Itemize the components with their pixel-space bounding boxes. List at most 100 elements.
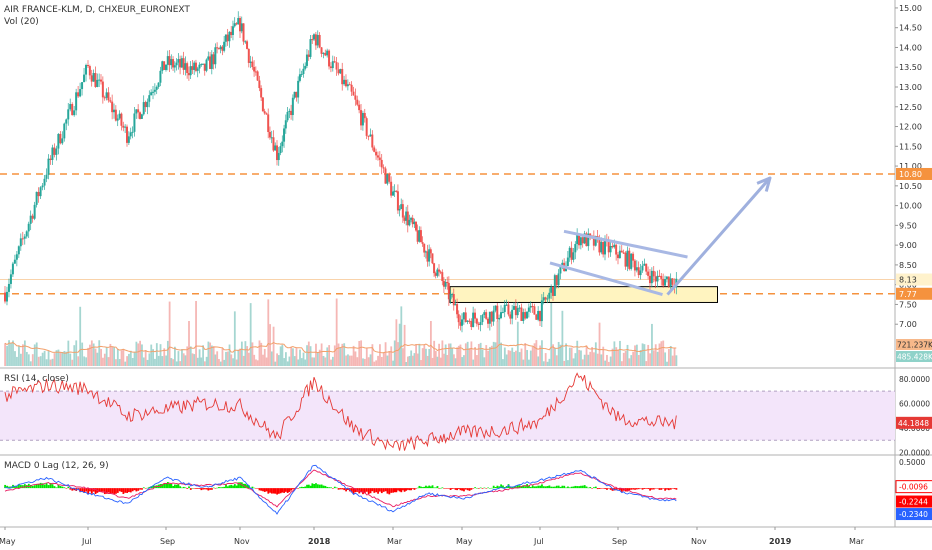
macd-histogram-bar <box>124 488 127 493</box>
candle <box>552 286 554 296</box>
macd-histogram-bar <box>223 486 226 489</box>
macd-histogram-bar <box>554 486 556 489</box>
macd-histogram-bar <box>637 488 640 490</box>
volume-bar <box>283 358 286 366</box>
candle <box>281 141 284 147</box>
macd-histogram-bar <box>324 485 327 489</box>
price-tick-label: 9.50 <box>899 221 917 230</box>
candle <box>216 47 219 49</box>
candle <box>400 204 403 210</box>
candle <box>585 233 588 247</box>
macd-histogram-bar <box>454 488 457 490</box>
volume-value: 485.428K <box>897 353 932 362</box>
macd-histogram-bar <box>316 484 319 489</box>
volume-bar <box>69 353 72 366</box>
candle <box>592 235 595 246</box>
macd-histogram-bar <box>408 488 411 491</box>
macd-histogram-bar <box>14 485 16 489</box>
volume-bar <box>649 353 651 366</box>
volume-bar <box>174 346 176 366</box>
candle <box>214 47 217 65</box>
macd-histogram-bar <box>570 486 573 489</box>
macd-histogram-bar <box>207 488 210 491</box>
volume-bar <box>166 340 169 366</box>
volume-bar <box>626 344 629 366</box>
macd-histogram-bar <box>116 488 119 493</box>
volume-bar <box>390 346 393 366</box>
price-tick-label: 8.50 <box>899 261 917 270</box>
macd-histogram-bar <box>559 486 562 489</box>
volume-bar <box>249 303 252 366</box>
macd-histogram-bar <box>219 487 222 489</box>
candle <box>446 281 449 284</box>
macd-histogram-bar <box>392 488 394 493</box>
candle <box>568 247 571 258</box>
candle <box>249 61 252 63</box>
volume-bar <box>456 347 459 366</box>
macd-histogram-bar <box>528 485 530 489</box>
macd-histogram-bar <box>166 482 169 489</box>
macd-histogram-bar <box>33 485 36 489</box>
candle <box>566 257 569 266</box>
candle <box>652 270 655 277</box>
macd-histogram-bar <box>667 488 670 491</box>
macd-histogram-bar <box>65 488 68 489</box>
macd-histogram-bar <box>302 486 305 489</box>
volume-bar <box>225 351 227 366</box>
candle <box>83 74 86 83</box>
macd-histogram-bar <box>429 486 432 489</box>
macd-histogram-bar <box>218 487 220 489</box>
volume-bar <box>561 310 564 366</box>
volume-bar <box>81 342 84 366</box>
volume-bar <box>237 349 240 366</box>
macd-histogram-bar <box>604 488 606 489</box>
volume-bar <box>39 356 42 366</box>
candle <box>286 111 289 121</box>
candle <box>507 304 510 315</box>
volume-bar <box>207 341 210 366</box>
macd-histogram-bar <box>235 485 238 489</box>
macd-histogram-bar <box>94 488 97 494</box>
macd-histogram-bar <box>184 487 187 489</box>
macd-histogram-bar <box>281 488 284 493</box>
volume-bar <box>285 352 287 366</box>
candle <box>242 23 245 42</box>
macd-last-value: -0.2244 <box>899 498 928 507</box>
candle <box>307 54 310 57</box>
volume-bar <box>568 347 571 366</box>
candle <box>148 95 151 102</box>
candle <box>650 270 653 284</box>
volume-bar <box>144 350 147 366</box>
rsi-last-value: 44.1848 <box>898 419 929 428</box>
projection-arrow <box>666 176 772 296</box>
macd-histogram-bar <box>255 488 257 489</box>
candle <box>542 297 545 301</box>
volume-bar <box>461 357 463 366</box>
macd-histogram-bar <box>118 488 121 492</box>
macd-histogram-bar <box>671 488 674 489</box>
candle <box>73 110 76 116</box>
macd-signal-line <box>4 469 677 508</box>
candle <box>439 271 442 273</box>
volume-bar <box>415 344 417 366</box>
macd-histogram-bar <box>35 484 38 489</box>
macd-histogram-bar <box>620 488 623 492</box>
candle <box>524 312 527 319</box>
macd-histogram-bar <box>244 483 247 489</box>
volume-bar <box>423 344 426 366</box>
macd-histogram-bar <box>666 488 668 490</box>
volume-bar <box>428 348 431 366</box>
volume-bar <box>315 343 317 366</box>
volume-bar <box>155 343 158 366</box>
candle <box>516 308 519 316</box>
candle <box>333 61 336 63</box>
macd-histogram-bar <box>309 485 312 489</box>
candle <box>79 89 82 97</box>
volume-bar <box>489 346 491 366</box>
volume-bar <box>617 349 619 366</box>
candle <box>77 92 80 97</box>
macd-histogram-bar <box>461 488 463 491</box>
volume-bar <box>330 359 332 366</box>
candle <box>626 250 629 267</box>
